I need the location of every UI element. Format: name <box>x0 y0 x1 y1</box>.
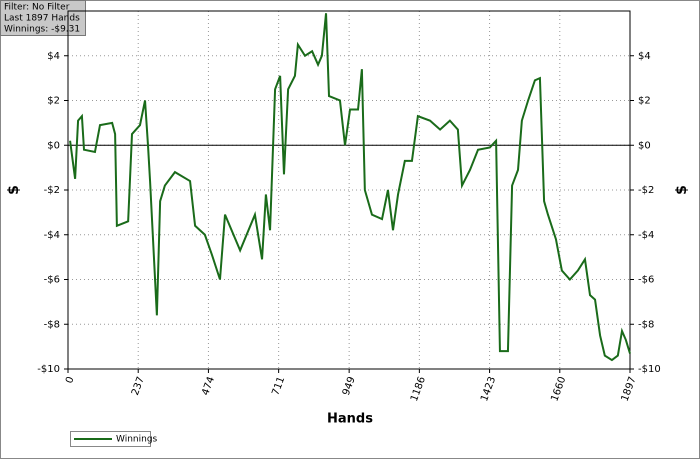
y2-tick-label: $4 <box>638 51 651 62</box>
info-box <box>0 0 86 36</box>
y-tick-label: -$8 <box>44 319 60 330</box>
info-line: Winnings: -$9.31 <box>4 25 80 35</box>
y-tick-label: $4 <box>47 51 60 62</box>
y2-axis-label: $ <box>674 185 690 195</box>
y2-tick-label: -$10 <box>638 364 661 375</box>
y-axis-label: $ <box>6 185 22 195</box>
info-line: Last 1897 Hands <box>4 14 80 24</box>
plot-area <box>67 10 631 370</box>
y-tick-label: $0 <box>47 140 60 151</box>
info-line: Filter: No Filter <box>4 3 70 13</box>
y-tick-label: -$6 <box>44 275 60 286</box>
y-tick-label: -$2 <box>44 185 60 196</box>
x-axis-label: Hands <box>327 412 373 427</box>
y2-tick-label: $0 <box>638 140 651 151</box>
y2-tick-label: -$2 <box>638 185 654 196</box>
y-tick-label: $2 <box>47 96 60 107</box>
series-line <box>69 13 631 362</box>
y2-tick-label: -$6 <box>638 275 654 286</box>
y2-tick-label: -$4 <box>638 230 654 241</box>
y-tick-label: -$10 <box>37 364 60 375</box>
y2-tick-label: -$8 <box>638 319 654 330</box>
x-tick-label: 0 <box>64 375 77 385</box>
y2-tick-label: $2 <box>638 96 651 107</box>
legend-label: Winnings <box>116 435 158 445</box>
y-tick-label: -$4 <box>44 230 60 241</box>
